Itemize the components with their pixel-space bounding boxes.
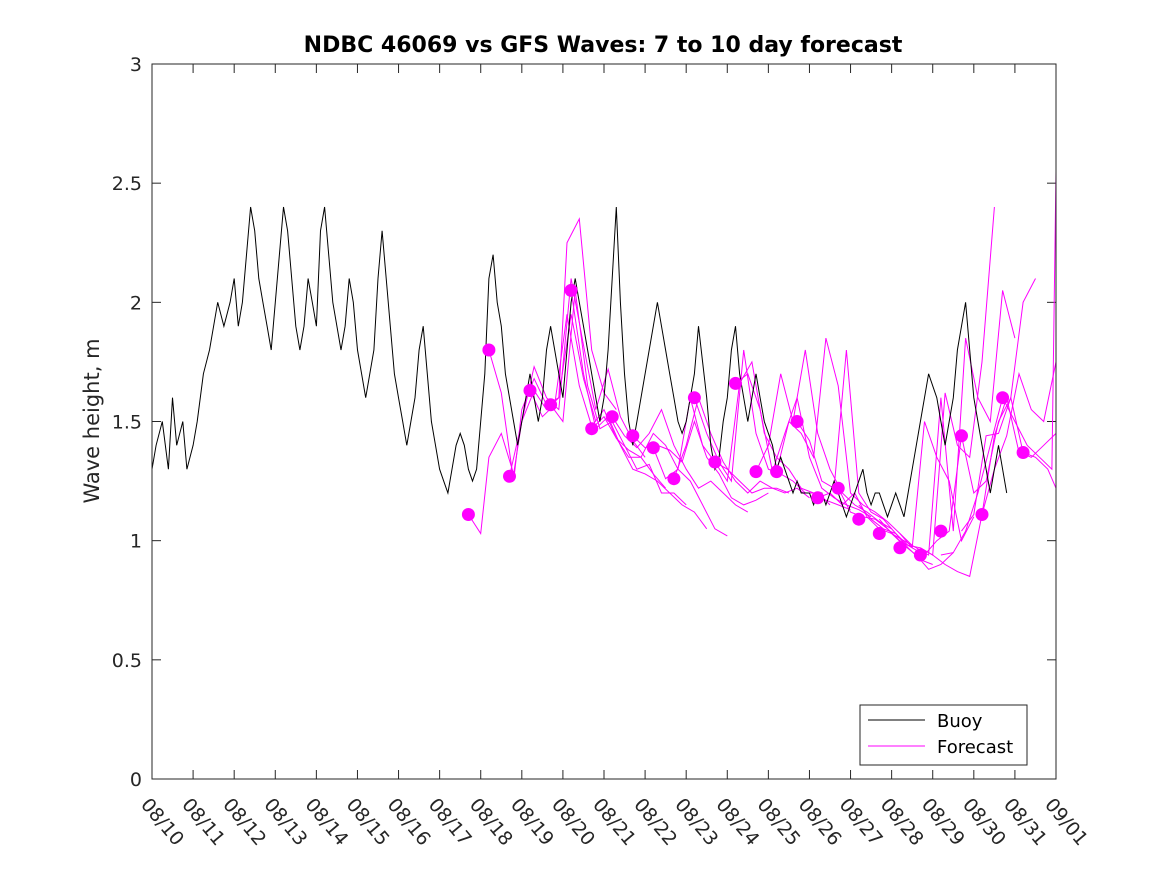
forecast-marker	[872, 527, 886, 540]
forecast-marker	[852, 512, 866, 526]
forecast-run-line	[467, 314, 597, 535]
axis-ticks	[151, 63, 1057, 780]
forecast-run-line	[920, 361, 1057, 578]
buoy-series	[151, 206, 1008, 519]
y-tick-label: 2.5	[112, 173, 142, 195]
forecast-run-line	[817, 492, 954, 570]
y-axis-label: Wave height, m	[80, 338, 104, 503]
forecast-marker	[831, 481, 845, 495]
y-tick-label: 0.5	[112, 650, 142, 672]
forecast-marker	[749, 465, 763, 479]
chart-title: NDBC 46069 vs GFS Waves: 7 to 10 day for…	[304, 33, 903, 58]
forecast-marker	[667, 472, 681, 486]
forecast-marker	[646, 441, 660, 455]
forecast-marker	[503, 469, 516, 483]
forecast-marker	[585, 422, 599, 436]
forecast-marker	[975, 508, 989, 521]
y-tick-label: 3	[130, 54, 142, 76]
forecast-marker	[770, 465, 784, 479]
forecast-run-line	[755, 349, 892, 530]
forecast-marker	[955, 429, 968, 443]
buoy-line	[151, 206, 1008, 519]
forecast-run-line	[509, 278, 646, 477]
forecast-marker	[564, 283, 578, 297]
plot-frame	[151, 63, 1057, 780]
y-tick-labels: 0 0.5 1 1.5 2 2.5 3	[112, 54, 142, 791]
legend-buoy-label: Buoy	[937, 711, 983, 732]
forecast-marker	[790, 415, 804, 428]
legend-forecast-label: Forecast	[937, 737, 1013, 758]
forecast-marker	[605, 410, 619, 424]
forecast-marker	[626, 429, 640, 443]
y-tick-label: 0	[130, 769, 142, 791]
forecast-marker	[523, 384, 537, 397]
forecast-run-line	[878, 290, 1016, 556]
forecast-marker	[687, 391, 701, 405]
y-tick-label: 1.5	[112, 412, 142, 434]
forecast-marker	[544, 398, 558, 412]
forecast-marker	[893, 541, 907, 555]
forecast-run-line	[735, 372, 872, 518]
legend: Buoy Forecast	[859, 704, 1028, 766]
forecast-marker	[708, 455, 722, 469]
forecast-marker	[996, 391, 1010, 405]
forecast-run-line	[673, 395, 810, 499]
y-tick-label: 2	[130, 292, 142, 314]
legend-box	[859, 704, 1028, 766]
forecast-marker	[482, 343, 496, 357]
y-tick-label: 1	[130, 531, 142, 553]
plot-content	[151, 171, 1057, 578]
forecast-markers	[461, 283, 1030, 562]
forecast-marker	[811, 491, 825, 505]
forecast-marker	[729, 376, 742, 390]
forecast-run-line	[961, 395, 1057, 532]
forecast-run-line	[570, 290, 708, 530]
forecast-marker	[1016, 446, 1030, 459]
forecast-run-line	[776, 337, 913, 546]
forecast-run-line	[550, 290, 687, 506]
forecast-marker	[913, 548, 927, 562]
forecast-marker	[934, 524, 948, 538]
forecast-marker	[461, 508, 475, 521]
forecast-run-line	[591, 415, 728, 537]
